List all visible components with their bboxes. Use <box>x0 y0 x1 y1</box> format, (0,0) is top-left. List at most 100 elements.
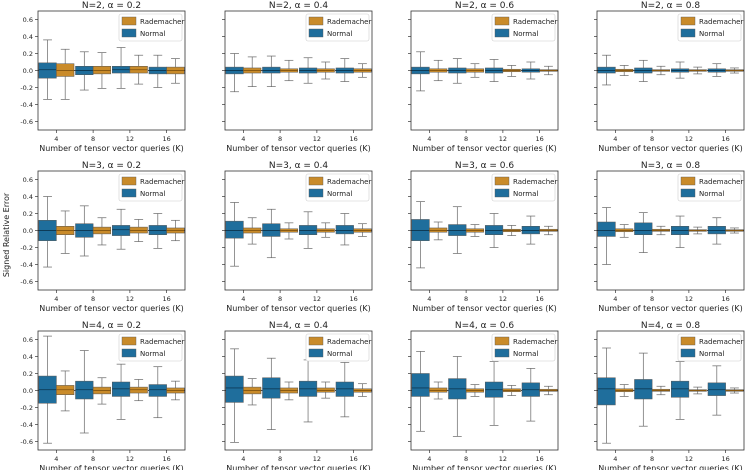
normal-box <box>411 51 430 92</box>
x-tick-label: 16 <box>162 295 170 303</box>
y-tick-label: 0.4 <box>23 33 33 41</box>
normal-box <box>75 350 94 434</box>
rademacher-box <box>166 58 185 84</box>
x-tick-label: 4 <box>613 295 617 303</box>
subplot-title: N=4, α = 0.6 <box>455 321 515 331</box>
y-axis-label: Signed Relative Error <box>2 192 11 277</box>
x-tick-label: 12 <box>685 455 693 463</box>
legend-label-normal: Normal <box>327 190 352 198</box>
legend-label-rademacher: Rademacher <box>140 178 184 186</box>
legend-label-normal: Normal <box>699 30 724 38</box>
normal-box <box>634 352 653 427</box>
y-tick-label: 0.0 <box>23 67 33 75</box>
x-tick-label: 16 <box>721 135 729 143</box>
rademacher-box <box>465 384 485 397</box>
box-body <box>634 222 653 236</box>
x-axis-label: Number of tensor vector queries (K) <box>39 464 184 470</box>
box-body <box>111 225 131 236</box>
x-axis-label: Number of tensor vector queries (K) <box>226 464 371 470</box>
legend-swatch-rademacher <box>121 16 137 26</box>
normal-box <box>225 202 244 267</box>
x-tick-label: 16 <box>162 135 170 143</box>
x-tick-label: 4 <box>427 295 431 303</box>
x-tick-label: 16 <box>535 455 543 463</box>
rademacher-box <box>688 226 707 235</box>
subplot-title: N=3, α = 0.6 <box>455 161 515 171</box>
y-tick-label: -0.6 <box>20 118 33 126</box>
subplot-title: N=3, α = 0.2 <box>82 161 141 171</box>
rademacher-box <box>688 386 707 395</box>
normal-box <box>148 54 167 88</box>
rademacher-box <box>129 219 148 242</box>
normal-box <box>670 61 690 79</box>
rademacher-box <box>56 210 75 254</box>
box-body <box>225 375 244 403</box>
subplot-1: N=2, α = 0.2 -0.6 -0.4 -0.2 0.0 0.2 0.4 0.6 4 8 12… <box>20 1 186 153</box>
x-tick-label: 12 <box>313 135 321 143</box>
legend: Rademacher Normal <box>491 333 557 362</box>
rademacher-box <box>353 63 372 78</box>
rademacher-box <box>316 222 335 238</box>
subplot-title: N=3, α = 0.8 <box>641 161 701 171</box>
normal-box <box>225 348 244 443</box>
x-tick-label: 4 <box>613 135 617 143</box>
x-tick-label: 8 <box>91 295 95 303</box>
legend-label-rademacher: Rademacher <box>513 338 557 346</box>
legend-label-normal: Normal <box>140 190 165 198</box>
x-axis-label: Number of tensor vector queries (K) <box>598 304 743 313</box>
normal-box <box>298 211 318 249</box>
rademacher-box <box>651 385 671 396</box>
normal-box <box>262 357 281 430</box>
legend-label-normal: Normal <box>699 350 724 358</box>
x-tick-label: 8 <box>650 135 654 143</box>
x-tick-label: 4 <box>54 455 58 463</box>
x-tick-label: 8 <box>278 135 282 143</box>
rademacher-box <box>56 48 75 100</box>
legend-swatch-normal <box>494 28 510 38</box>
x-tick-label: 8 <box>650 295 654 303</box>
y-tick-label: -0.4 <box>20 101 33 109</box>
normal-box <box>448 206 467 254</box>
normal-box <box>335 362 354 418</box>
subplot-title: N=3, α = 0.4 <box>269 161 329 171</box>
y-tick-label: 0.2 <box>23 50 33 58</box>
x-tick-label: 4 <box>427 455 431 463</box>
legend: Rademacher Normal <box>305 173 371 202</box>
x-axis-label: Number of tensor vector queries (K) <box>412 464 557 470</box>
legend-swatch-rademacher <box>121 176 137 186</box>
rademacher-box <box>92 217 112 246</box>
normal-box <box>521 61 540 80</box>
x-tick-label: 8 <box>464 135 468 143</box>
rademacher-box <box>502 225 521 236</box>
normal-box <box>707 365 726 416</box>
x-tick-label: 12 <box>685 295 693 303</box>
normal-box <box>597 347 616 444</box>
legend: Rademacher Normal <box>677 13 743 42</box>
rademacher-box <box>615 224 634 238</box>
x-tick-label: 4 <box>241 455 245 463</box>
legend-swatch-rademacher <box>121 336 137 346</box>
rademacher-box <box>166 219 185 242</box>
x-axis-label: Number of tensor vector queries (K) <box>598 144 743 153</box>
legend-label-rademacher: Rademacher <box>327 178 371 186</box>
rademacher-box <box>502 385 521 396</box>
x-tick-label: 16 <box>349 135 357 143</box>
rademacher-box <box>129 54 148 85</box>
normal-box <box>148 213 167 249</box>
x-tick-label: 12 <box>126 135 134 143</box>
legend-label-rademacher: Rademacher <box>140 338 184 346</box>
legend: Rademacher Normal <box>305 333 371 362</box>
legend-swatch-rademacher <box>680 176 696 186</box>
legend-swatch-rademacher <box>494 176 510 186</box>
x-tick-label: 4 <box>613 455 617 463</box>
legend-swatch-normal <box>680 28 696 38</box>
subplot-title: N=2, α = 0.8 <box>641 1 701 11</box>
legend-swatch-normal <box>308 348 324 358</box>
legend-label-rademacher: Rademacher <box>699 18 743 26</box>
normal-box <box>634 212 653 253</box>
box-body <box>148 384 167 397</box>
